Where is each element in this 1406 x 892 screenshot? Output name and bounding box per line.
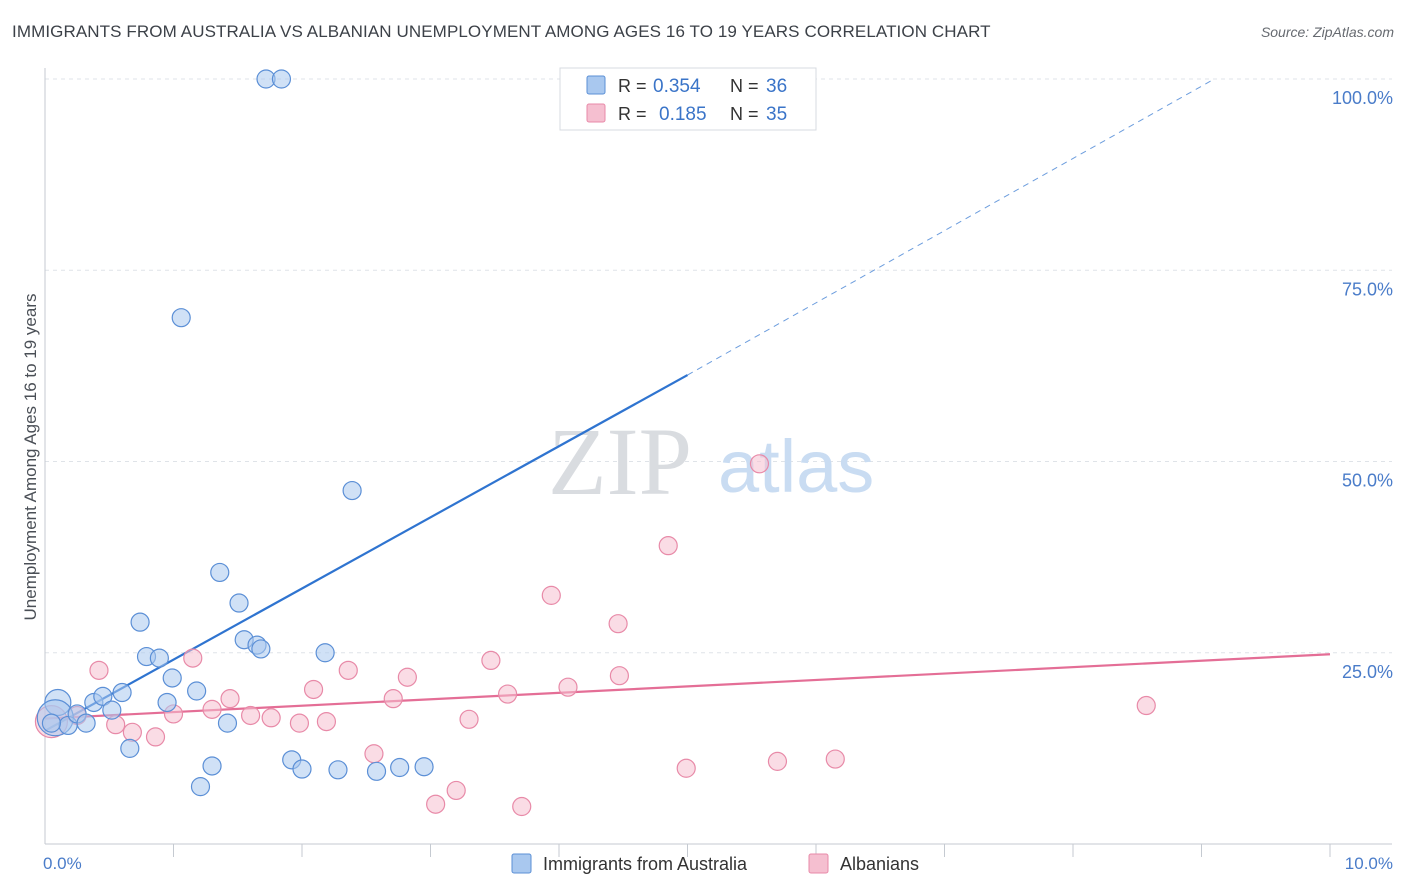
x-tick-label-min: 0.0% bbox=[43, 854, 82, 873]
watermark: ZIP atlas bbox=[548, 408, 874, 515]
series-legend: Immigrants from Australia Albanians bbox=[511, 853, 919, 874]
point-albanians-4 bbox=[122, 722, 142, 742]
point-albanians-7 bbox=[183, 648, 203, 668]
point-albanians-33 bbox=[825, 749, 845, 769]
point-australia-9 bbox=[120, 738, 140, 758]
point-australia-16 bbox=[187, 681, 207, 701]
point-albanians-13 bbox=[303, 679, 324, 700]
point-australia-31 bbox=[342, 480, 362, 501]
point-australia-34 bbox=[414, 757, 434, 777]
watermark-zip: ZIP bbox=[548, 408, 692, 515]
watermark-atlas: atlas bbox=[718, 425, 874, 508]
point-albanians-16 bbox=[364, 744, 384, 764]
legend-r-label-australia: R = bbox=[618, 76, 647, 96]
point-albanians-11 bbox=[261, 708, 281, 728]
point-albanians-8 bbox=[202, 699, 222, 719]
point-australia-29 bbox=[315, 643, 335, 663]
point-australia-12 bbox=[149, 648, 169, 668]
points-layer bbox=[34, 69, 1156, 817]
point-albanians-2 bbox=[89, 660, 109, 680]
trend-layer bbox=[44, 78, 1331, 732]
point-australia-8 bbox=[112, 682, 132, 703]
point-albanians-14 bbox=[316, 711, 337, 732]
point-australia-30 bbox=[328, 760, 348, 780]
grid-layer: 25.0% 50.0% 75.0% 100.0% bbox=[44, 68, 1393, 857]
point-albanians-31 bbox=[749, 454, 770, 474]
point-albanians-10 bbox=[241, 705, 261, 726]
point-albanians-34 bbox=[1136, 695, 1156, 716]
point-albanians-23 bbox=[498, 684, 518, 704]
point-albanians-9 bbox=[220, 689, 240, 709]
point-albanians-20 bbox=[446, 780, 466, 801]
point-albanians-15 bbox=[338, 660, 358, 680]
point-australia-24 bbox=[251, 639, 271, 659]
trendline-albanians bbox=[44, 653, 1331, 720]
point-albanians-18 bbox=[397, 667, 417, 687]
point-albanians-22 bbox=[481, 650, 501, 671]
x-tick-label-max: 10.0% bbox=[1345, 854, 1393, 873]
bottom-legend-label-australia: Immigrants from Australia bbox=[543, 854, 748, 874]
point-australia-32 bbox=[366, 761, 387, 781]
bottom-legend-label-albanians: Albanians bbox=[840, 854, 919, 874]
point-australia-17 bbox=[190, 777, 211, 797]
point-australia-15 bbox=[171, 308, 191, 328]
y-tick-label-75: 75.0% bbox=[1342, 279, 1393, 299]
point-australia-10 bbox=[130, 612, 150, 632]
point-albanians-28 bbox=[609, 666, 629, 686]
point-australia-20 bbox=[217, 713, 238, 733]
bottom-legend-swatch-australia bbox=[511, 853, 532, 874]
point-australia-4 bbox=[76, 713, 96, 733]
y-tick-label-100: 100.0% bbox=[1332, 88, 1393, 108]
point-albanians-19 bbox=[426, 794, 446, 814]
point-albanians-26 bbox=[558, 677, 578, 697]
chart-title: IMMIGRANTS FROM AUSTRALIA VS ALBANIAN UN… bbox=[12, 22, 991, 41]
legend-r-value-albanians: 0.185 bbox=[659, 104, 707, 125]
point-albanians-24 bbox=[512, 796, 532, 817]
point-australia-21 bbox=[229, 593, 249, 613]
legend-r-label-albanians: R = bbox=[618, 104, 647, 124]
point-australia-19 bbox=[210, 562, 230, 583]
point-australia-28 bbox=[292, 759, 312, 779]
legend-n-label-albanians: N = bbox=[730, 104, 759, 124]
point-australia-6 bbox=[93, 686, 113, 706]
point-albanians-12 bbox=[289, 713, 310, 733]
stats-legend: R = 0.354 N = 36 R = 0.185 N = 35 bbox=[559, 67, 817, 131]
y-tick-label-25: 25.0% bbox=[1342, 662, 1393, 682]
point-albanians-27 bbox=[608, 614, 628, 634]
axis-layer: Unemployment Among Ages 16 to 19 years 0… bbox=[21, 294, 1393, 873]
point-albanians-30 bbox=[676, 758, 696, 778]
point-albanians-25 bbox=[541, 585, 561, 605]
legend-swatch-australia bbox=[586, 75, 606, 95]
legend-r-value-australia: 0.354 bbox=[653, 76, 701, 97]
legend-n-value-australia: 36 bbox=[766, 76, 787, 97]
legend-n-label-australia: N = bbox=[730, 76, 759, 96]
y-axis-title: Unemployment Among Ages 16 to 19 years bbox=[21, 294, 40, 621]
trendline-australia-extension bbox=[687, 78, 1215, 376]
point-australia-13 bbox=[157, 692, 177, 713]
point-albanians-21 bbox=[459, 709, 479, 729]
point-australia-18 bbox=[202, 756, 222, 776]
point-australia-7 bbox=[102, 700, 122, 720]
point-albanians-17 bbox=[383, 689, 403, 709]
point-australia-33 bbox=[390, 757, 410, 778]
trendline-australia bbox=[44, 374, 689, 732]
source-label: Source: ZipAtlas.com bbox=[1260, 24, 1394, 40]
bottom-legend-swatch-albanians bbox=[808, 853, 829, 874]
point-australia-14 bbox=[162, 668, 182, 688]
legend-swatch-albanians bbox=[586, 103, 606, 123]
point-albanians-29 bbox=[658, 536, 678, 556]
point-australia-26 bbox=[271, 69, 292, 89]
point-albanians-32 bbox=[767, 751, 788, 771]
y-tick-label-50: 50.0% bbox=[1342, 471, 1393, 491]
legend-n-value-albanians: 35 bbox=[766, 104, 787, 125]
point-albanians-5 bbox=[145, 727, 166, 747]
point-australia-35 bbox=[41, 713, 62, 733]
